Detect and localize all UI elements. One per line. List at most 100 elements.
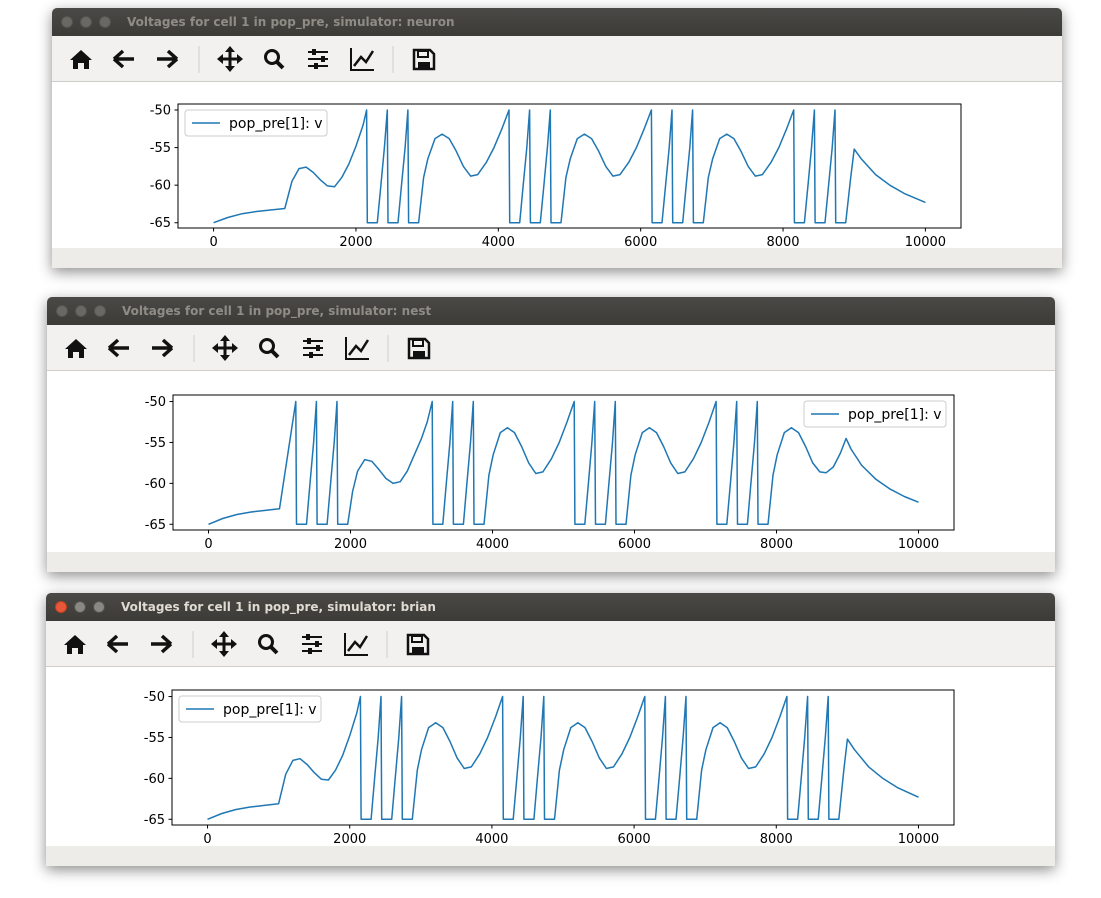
legend-box bbox=[803, 400, 947, 428]
axes-button[interactable] bbox=[344, 633, 369, 656]
y-tick-label: -65 bbox=[144, 813, 165, 828]
axes-button[interactable] bbox=[350, 48, 375, 71]
axes-frame bbox=[177, 103, 962, 229]
forward-button[interactable] bbox=[157, 49, 179, 69]
title-bar: Voltages for cell 1 in pop_pre, simulato… bbox=[52, 8, 1062, 36]
y-tick-label: -60 bbox=[144, 772, 165, 787]
y-tick-label: -55 bbox=[144, 731, 165, 746]
maximize-button[interactable] bbox=[93, 601, 105, 613]
home-button[interactable] bbox=[65, 339, 87, 358]
window-title: Voltages for cell 1 in pop_pre, simulato… bbox=[127, 15, 455, 29]
legend-label: pop_pre[1]: v bbox=[223, 702, 317, 718]
x-tick-label: 6000 bbox=[618, 537, 651, 552]
x-tick-label: 8000 bbox=[760, 537, 793, 552]
x-tick-label: 6000 bbox=[624, 235, 657, 248]
forward-button[interactable] bbox=[151, 634, 173, 654]
window: Voltages for cell 1 in pop_pre, simulato… bbox=[46, 593, 1055, 866]
status-bar bbox=[46, 846, 1055, 866]
y-tick-label: -50 bbox=[144, 690, 165, 705]
home-button[interactable] bbox=[70, 50, 92, 69]
y-tick-label: -55 bbox=[150, 141, 171, 156]
y-tick-label: -65 bbox=[150, 216, 171, 231]
x-tick-label: 0 bbox=[203, 832, 211, 846]
toolbar-icons bbox=[64, 631, 430, 658]
legend-label: pop_pre[1]: v bbox=[848, 407, 942, 423]
maximize-button[interactable] bbox=[99, 16, 111, 28]
y-tick-label: -60 bbox=[145, 477, 166, 492]
y-tick-label: -50 bbox=[150, 104, 171, 119]
data-line bbox=[208, 400, 919, 526]
x-tick-label: 8000 bbox=[760, 832, 793, 846]
chart: -65 -60 -55 -50 0 2000 4000 6000 8000 10000 pop_pr… bbox=[144, 689, 955, 847]
toolbar-icons bbox=[65, 335, 431, 362]
axes-button[interactable] bbox=[345, 337, 370, 360]
y-tick-label: -65 bbox=[145, 518, 166, 533]
window-title: Voltages for cell 1 in pop_pre, simulato… bbox=[122, 304, 432, 318]
forward-button[interactable] bbox=[152, 338, 174, 358]
x-tick-label: 0 bbox=[204, 537, 212, 552]
pan-button[interactable] bbox=[217, 46, 243, 72]
data-line bbox=[207, 695, 919, 821]
close-button[interactable] bbox=[56, 305, 68, 317]
x-tick-label: 4000 bbox=[475, 832, 508, 846]
close-button[interactable] bbox=[55, 601, 67, 613]
save-button[interactable] bbox=[406, 633, 430, 656]
axes-frame bbox=[172, 394, 955, 531]
legend-box bbox=[184, 109, 328, 137]
chart: -65 -60 -55 -50 0 2000 4000 6000 8000 10000 pop_pr… bbox=[145, 394, 955, 552]
back-button[interactable] bbox=[107, 338, 129, 358]
configure-button[interactable] bbox=[303, 338, 323, 358]
y-tick-label: -50 bbox=[145, 395, 166, 410]
plot-area: -65 -60 -55 -50 0 2000 4000 6000 8000 10000 pop_pr… bbox=[46, 667, 1055, 847]
minimize-button[interactable] bbox=[74, 601, 86, 613]
window-title: Voltages for cell 1 in pop_pre, simulato… bbox=[121, 600, 436, 614]
save-button[interactable] bbox=[412, 48, 436, 71]
toolbar bbox=[52, 36, 1062, 82]
status-bar bbox=[47, 552, 1055, 572]
toolbar bbox=[47, 325, 1055, 371]
zoom-button[interactable] bbox=[264, 49, 285, 70]
save-button[interactable] bbox=[407, 337, 431, 360]
data-line bbox=[213, 109, 926, 224]
y-tick-label: -55 bbox=[145, 436, 166, 451]
x-tick-label: 2000 bbox=[339, 235, 372, 248]
x-tick-label: 10000 bbox=[898, 832, 939, 846]
x-tick-label: 0 bbox=[209, 235, 217, 248]
legend: pop_pre[1]: v bbox=[184, 109, 328, 137]
title-bar: Voltages for cell 1 in pop_pre, simulato… bbox=[46, 593, 1055, 621]
configure-button[interactable] bbox=[302, 634, 322, 654]
toolbar-icons bbox=[70, 46, 436, 73]
pan-button[interactable] bbox=[212, 335, 238, 361]
maximize-button[interactable] bbox=[94, 305, 106, 317]
configure-button[interactable] bbox=[308, 49, 328, 69]
x-tick-label: 2000 bbox=[334, 537, 367, 552]
zoom-button[interactable] bbox=[259, 338, 280, 359]
axes-frame bbox=[171, 689, 955, 826]
x-tick-label: 10000 bbox=[898, 537, 939, 552]
y-tick-label: -60 bbox=[150, 179, 171, 194]
window: Voltages for cell 1 in pop_pre, simulato… bbox=[47, 297, 1055, 572]
status-bar bbox=[52, 248, 1062, 268]
zoom-button[interactable] bbox=[258, 634, 279, 655]
back-button[interactable] bbox=[106, 634, 128, 654]
chart: -65 -60 -55 -50 0 2000 4000 6000 8000 10000 pop_pr… bbox=[150, 103, 962, 250]
x-tick-label: 10000 bbox=[905, 235, 946, 248]
legend-box bbox=[178, 695, 322, 723]
window: Voltages for cell 1 in pop_pre, simulato… bbox=[52, 8, 1062, 268]
legend: pop_pre[1]: v bbox=[803, 400, 947, 428]
legend-label: pop_pre[1]: v bbox=[229, 116, 323, 132]
close-button[interactable] bbox=[61, 16, 73, 28]
title-bar: Voltages for cell 1 in pop_pre, simulato… bbox=[47, 297, 1055, 325]
x-tick-label: 8000 bbox=[766, 235, 799, 248]
pan-button[interactable] bbox=[211, 631, 237, 657]
minimize-button[interactable] bbox=[80, 16, 92, 28]
x-tick-label: 2000 bbox=[333, 832, 366, 846]
plot-area: -65 -60 -55 -50 0 2000 4000 6000 8000 10000 pop_pr… bbox=[52, 82, 1062, 250]
x-tick-label: 4000 bbox=[476, 537, 509, 552]
back-button[interactable] bbox=[112, 49, 134, 69]
x-tick-label: 6000 bbox=[618, 832, 651, 846]
x-tick-label: 4000 bbox=[482, 235, 515, 248]
home-button[interactable] bbox=[64, 635, 86, 654]
minimize-button[interactable] bbox=[75, 305, 87, 317]
